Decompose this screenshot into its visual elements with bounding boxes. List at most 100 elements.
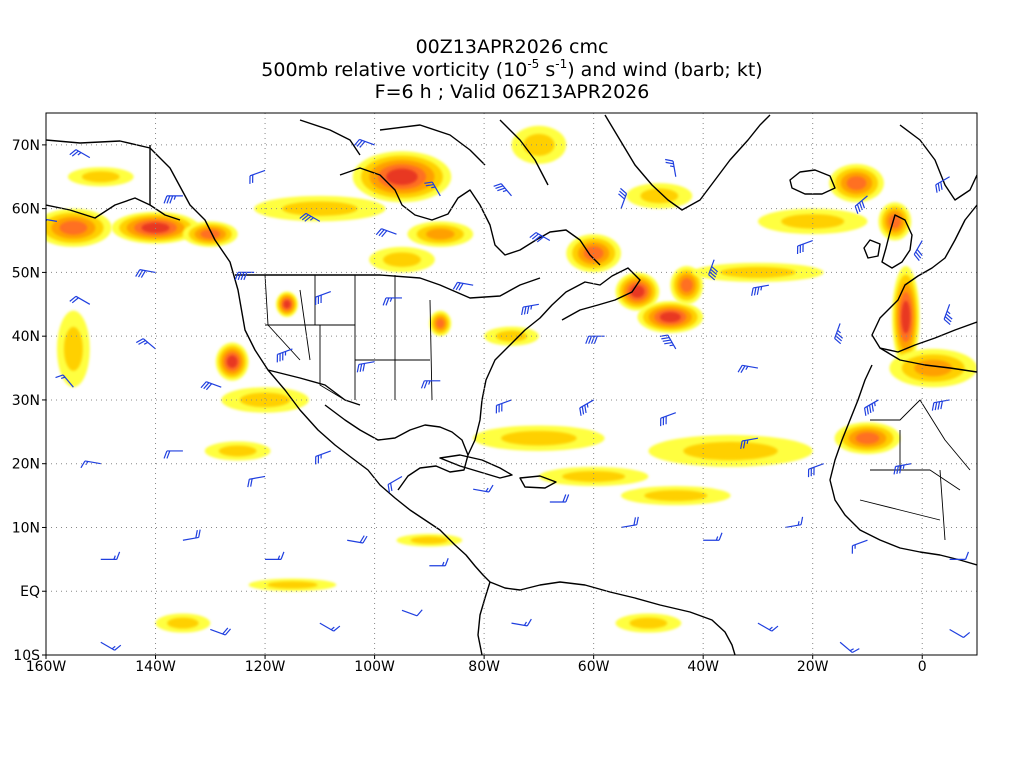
vorticity-feature <box>621 486 731 506</box>
coastline-africa <box>829 364 977 566</box>
coastline-north-america <box>46 139 491 583</box>
wind-barb <box>276 348 293 363</box>
wind-barb <box>757 622 779 632</box>
map-frame <box>45 112 978 656</box>
wind-barb <box>807 463 824 478</box>
coastline-europe <box>871 204 977 353</box>
longitude-tick-label: 60W <box>578 659 610 675</box>
title-line-3: F=6 h ; Valid 06Z13APR2026 <box>375 81 650 103</box>
coastline-gulf-of-mexico <box>324 404 469 491</box>
wind-barb <box>424 181 441 197</box>
wind-barb <box>511 618 532 627</box>
wind-barbs <box>46 138 971 654</box>
vorticity-feature <box>648 435 813 467</box>
wind-barb <box>660 412 676 427</box>
wind-barb <box>347 535 368 544</box>
wind-barb <box>495 399 512 414</box>
wind-barb <box>429 558 449 567</box>
latitude-tick-label: 20N <box>12 457 40 473</box>
wind-barb <box>69 295 91 305</box>
coastline-alaska <box>46 197 181 221</box>
latitude-tick-label: 30N <box>12 393 40 409</box>
vorticity-feature <box>396 533 463 547</box>
coastline-south-america <box>489 581 736 655</box>
latitude-tick-labels: 10S EQ 10N 20N 30N 40N 50N 60N 70N <box>12 138 46 664</box>
wind-barb <box>420 380 441 389</box>
lat-lon-gridlines <box>46 113 977 655</box>
vorticity-feature <box>615 272 660 311</box>
wind-barb <box>100 641 122 651</box>
latitude-tick-label: EQ <box>20 584 40 600</box>
wind-barb <box>249 169 266 184</box>
wind-barb <box>315 290 331 306</box>
wind-barb <box>893 463 912 475</box>
border-africa <box>859 399 971 541</box>
coastline-arctic-islands <box>299 119 549 186</box>
vorticity-feature <box>889 348 977 388</box>
wind-barb <box>665 158 677 177</box>
coastline-iceland <box>789 169 836 195</box>
wind-barb <box>943 304 953 326</box>
longitude-tick-label: 80W <box>468 659 500 675</box>
wind-barb <box>740 437 759 449</box>
wind-barb <box>949 551 970 560</box>
coastlines <box>46 114 977 655</box>
vorticity-feature <box>407 221 474 247</box>
wind-barb <box>356 361 375 373</box>
longitude-tick-labels: 160W 140W 120W 100W 80W 60W 40W 20W 0 <box>26 655 927 675</box>
wind-barb <box>796 239 813 255</box>
vorticity-feature <box>155 613 211 633</box>
coastline-north-africa <box>879 347 977 373</box>
coastline-greenland <box>604 114 771 211</box>
wind-barb <box>521 303 539 316</box>
title-line-2: 500mb relative vorticity (10-5 s-1) and … <box>261 57 762 81</box>
wind-barb <box>913 240 923 261</box>
latitude-tick-label: 10S <box>13 648 40 664</box>
wind-barb <box>353 138 375 148</box>
vorticity-feature <box>248 578 337 592</box>
wind-barb <box>69 149 91 159</box>
coastline-cuba <box>439 454 513 479</box>
wind-barb <box>387 475 403 493</box>
latitude-tick-label: 10N <box>12 520 40 536</box>
longitude-tick-label: 20W <box>797 659 829 675</box>
wind-barb <box>100 551 121 560</box>
border-us-canada <box>235 274 541 299</box>
longitude-tick-label: 120W <box>245 659 286 675</box>
wind-barb <box>935 176 950 193</box>
wind-barb <box>135 338 156 350</box>
latitude-tick-label: 50N <box>12 265 40 281</box>
vorticity-feature <box>637 301 704 333</box>
wind-barb <box>80 460 101 469</box>
wind-barb <box>315 450 331 465</box>
wind-barb <box>247 475 266 488</box>
latitude-tick-label: 60N <box>12 202 40 218</box>
vorticity-feature <box>757 208 868 235</box>
coastline-hispaniola <box>519 475 557 489</box>
wind-barb <box>382 297 402 306</box>
longitude-tick-label: 140W <box>135 659 176 675</box>
vorticity-feature <box>878 202 912 241</box>
wind-barb <box>375 228 397 238</box>
latitude-tick-label: 70N <box>12 138 40 154</box>
vorticity-feature <box>352 151 452 203</box>
wind-barb <box>163 450 183 459</box>
vorticity-feature <box>829 164 884 203</box>
vorticity-feature <box>473 425 605 451</box>
wind-barb <box>863 399 879 416</box>
vorticity-feature <box>204 441 271 461</box>
wind-barb <box>579 399 594 416</box>
wind-barb <box>834 323 844 345</box>
wind-barb <box>620 516 639 529</box>
vorticity-feature <box>67 167 134 187</box>
vorticity-feature <box>834 422 901 455</box>
border-us-states <box>264 274 433 401</box>
vorticity-shading <box>46 125 977 633</box>
wind-barb <box>949 628 971 639</box>
wind-barb <box>708 259 719 281</box>
wind-barb <box>854 195 868 214</box>
wind-barb <box>529 232 551 243</box>
vorticity-feature <box>254 195 386 222</box>
wind-barb <box>751 284 769 296</box>
vorticity-feature <box>615 613 682 633</box>
